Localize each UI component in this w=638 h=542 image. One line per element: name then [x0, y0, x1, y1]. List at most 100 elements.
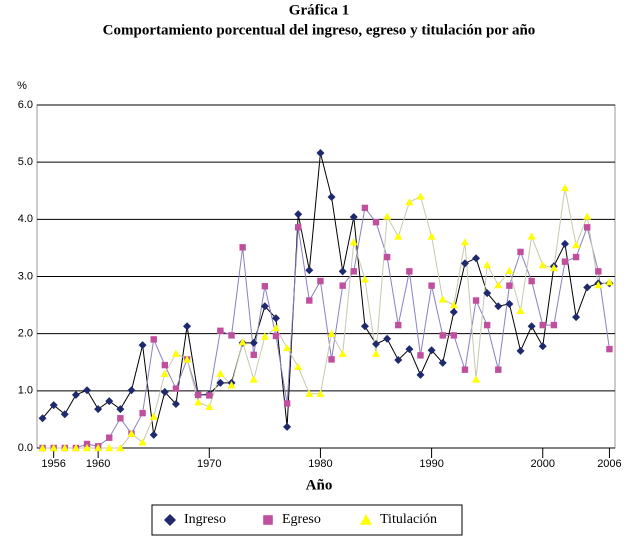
- data-point: [328, 356, 335, 363]
- data-point: [527, 322, 536, 331]
- data-point: [338, 349, 347, 357]
- data-point: [360, 322, 369, 331]
- data-point: [116, 405, 125, 414]
- data-point: [149, 430, 158, 439]
- data-point: [538, 342, 547, 351]
- data-point: [294, 362, 303, 371]
- data-point: [338, 267, 347, 276]
- data-point: [49, 401, 58, 410]
- data-point: [561, 258, 569, 265]
- data-point: [383, 334, 392, 343]
- data-point: [560, 183, 569, 192]
- data-point: [427, 346, 436, 355]
- data-point: [49, 444, 58, 452]
- data-point: [472, 375, 481, 383]
- data-point: [483, 261, 492, 269]
- data-point: [83, 440, 91, 448]
- data-point: [539, 321, 546, 329]
- data-point: [606, 345, 613, 353]
- data-point: [595, 268, 602, 275]
- data-point: [527, 232, 536, 240]
- chart-title: Gráfica 1: [289, 2, 349, 18]
- series-line: [42, 206, 610, 449]
- data-point: [505, 266, 514, 274]
- data-point: [505, 299, 514, 308]
- data-point: [494, 281, 503, 289]
- data-point: [138, 438, 147, 446]
- data-point: [583, 212, 592, 220]
- data-point: [216, 369, 225, 377]
- x-tick-label: 1990: [419, 458, 443, 470]
- data-point: [272, 332, 280, 340]
- data-point: [372, 339, 381, 348]
- data-point: [150, 336, 157, 343]
- data-point: [349, 213, 358, 222]
- legend-marker: [263, 515, 273, 525]
- data-point: [605, 278, 614, 286]
- y-axis-label: %: [17, 80, 27, 92]
- data-point: [106, 434, 113, 441]
- chart-subtitle: Comportamiento porcentual del ingreso, e…: [103, 22, 536, 38]
- data-point: [438, 295, 447, 303]
- data-point: [494, 302, 503, 311]
- data-point: [516, 346, 525, 355]
- data-point: [416, 370, 425, 379]
- data-point: [406, 268, 413, 275]
- data-point: [572, 313, 581, 322]
- data-point: [572, 241, 581, 249]
- x-tick-label: 2006: [597, 458, 621, 470]
- data-point: [161, 361, 169, 369]
- data-point: [172, 385, 180, 392]
- legend-label: Ingreso: [184, 512, 226, 527]
- y-tick-label: 3.0: [18, 270, 33, 282]
- data-point: [317, 277, 324, 285]
- data-point: [439, 332, 446, 339]
- data-point: [394, 232, 403, 240]
- x-tick-label: 1970: [197, 458, 221, 470]
- data-point: [383, 212, 392, 220]
- data-point: [83, 444, 92, 452]
- y-tick-label: 6.0: [18, 99, 33, 111]
- data-point: [283, 400, 291, 407]
- data-point: [294, 210, 303, 219]
- data-point: [550, 321, 558, 329]
- data-point: [361, 204, 369, 212]
- data-point: [171, 399, 180, 408]
- data-point: [228, 332, 235, 339]
- data-point: [60, 410, 69, 419]
- data-point: [416, 192, 425, 200]
- legend-box: [151, 504, 463, 536]
- data-point: [271, 323, 280, 332]
- data-point: [60, 444, 69, 452]
- data-point: [517, 248, 524, 256]
- data-point: [139, 409, 146, 417]
- data-point: [260, 332, 269, 340]
- data-point: [327, 193, 336, 202]
- data-point: [283, 343, 292, 352]
- data-point: [460, 259, 469, 268]
- data-point: [94, 405, 103, 414]
- x-tick-label: 1956: [41, 458, 65, 470]
- data-point: [283, 422, 292, 431]
- data-point: [349, 238, 358, 246]
- data-point: [38, 444, 47, 452]
- x-tick-label: 2000: [531, 458, 555, 470]
- data-point: [506, 282, 513, 289]
- data-point: [305, 266, 314, 275]
- data-point: [427, 232, 436, 240]
- data-point: [206, 392, 213, 399]
- data-point: [394, 355, 403, 364]
- data-point: [71, 444, 80, 452]
- data-point: [549, 263, 558, 272]
- data-point: [538, 261, 547, 269]
- x-tick-label: 1980: [308, 458, 332, 470]
- data-point: [249, 375, 258, 383]
- data-point: [217, 327, 224, 335]
- data-point: [495, 366, 502, 373]
- data-point: [583, 283, 592, 292]
- legend-marker: [164, 514, 176, 526]
- data-point: [327, 329, 336, 337]
- data-point: [38, 414, 47, 423]
- y-tick-label: 4.0: [18, 213, 33, 225]
